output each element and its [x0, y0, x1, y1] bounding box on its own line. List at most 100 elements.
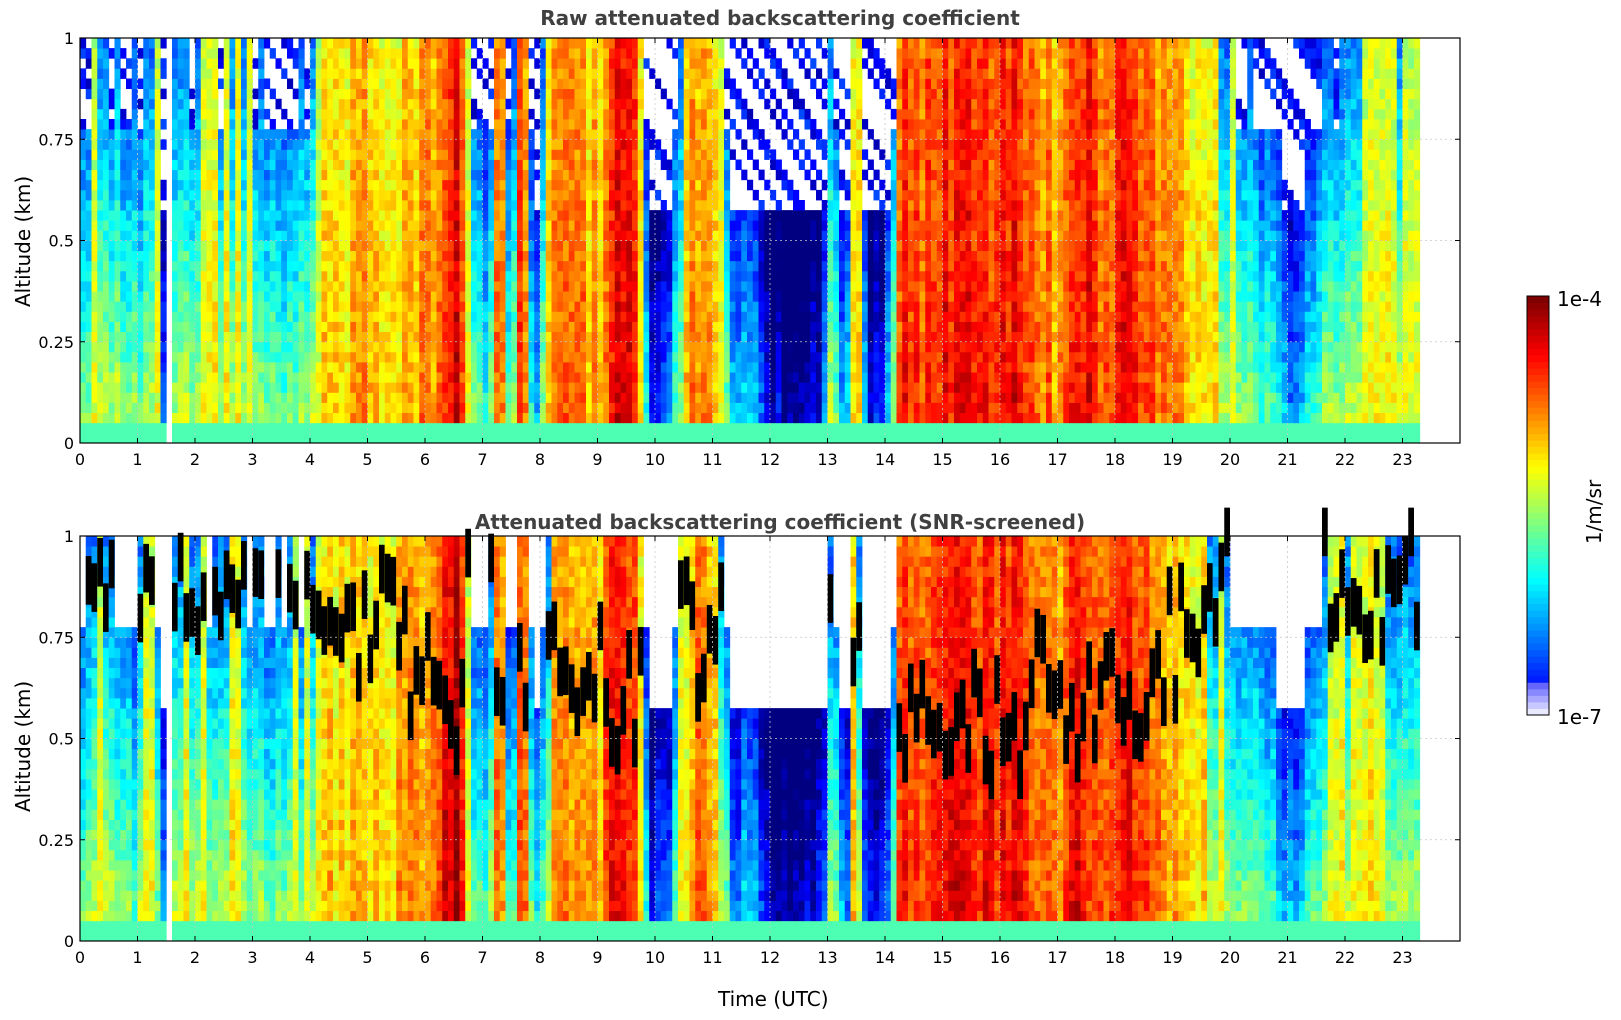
heatmap-cell	[591, 78, 598, 90]
heatmap-cell	[384, 402, 391, 414]
heatmap-cell	[494, 412, 501, 424]
heatmap-cell	[511, 68, 518, 79]
heatmap-cell	[338, 78, 345, 90]
heatmap-cell	[137, 159, 144, 171]
heatmap-cell	[206, 321, 213, 333]
heatmap-cell	[620, 119, 627, 130]
heatmap-cell	[603, 38, 610, 49]
heatmap-cell	[821, 351, 828, 363]
heatmap-cell	[298, 382, 305, 393]
heatmap-cell	[689, 220, 696, 231]
heatmap-cell	[384, 220, 391, 231]
heatmap-cell	[453, 200, 460, 211]
heatmap-cell	[563, 432, 570, 444]
heatmap-cell	[241, 281, 248, 292]
heatmap-cell	[706, 149, 713, 160]
heatmap-cell	[798, 98, 805, 110]
heatmap-cell	[712, 38, 719, 49]
heatmap-cell	[407, 210, 414, 221]
heatmap-cell	[419, 200, 426, 211]
heatmap-cell	[143, 372, 150, 383]
heatmap-cell	[678, 48, 685, 59]
heatmap-cell	[223, 78, 230, 90]
heatmap-cell	[534, 432, 541, 444]
heatmap-cell	[212, 58, 219, 69]
heatmap-cell	[522, 230, 529, 241]
heatmap-cell	[200, 402, 207, 414]
heatmap-cell	[563, 301, 570, 312]
heatmap-cell	[149, 58, 156, 69]
heatmap-cell	[448, 281, 455, 292]
heatmap-cell	[97, 412, 104, 424]
heatmap-cell	[108, 382, 115, 393]
heatmap-cell	[258, 169, 265, 181]
heatmap-cell	[522, 38, 529, 49]
heatmap-cell	[304, 331, 311, 343]
heatmap-cell	[856, 119, 863, 130]
heatmap-cell	[534, 230, 541, 241]
heatmap-cell	[315, 331, 322, 343]
heatmap-cell	[678, 250, 685, 262]
heatmap-cell	[396, 129, 403, 140]
heatmap-cell	[528, 169, 535, 181]
heatmap-cell	[407, 412, 414, 424]
heatmap-cell	[706, 372, 713, 383]
heatmap-cell	[701, 48, 708, 59]
heatmap-cell	[321, 78, 328, 90]
heatmap-cell	[172, 341, 179, 353]
heatmap-cell	[206, 422, 213, 434]
heatmap-cell	[177, 422, 184, 434]
heatmap-cell	[154, 311, 161, 322]
heatmap-cell	[264, 159, 271, 171]
heatmap-cell	[620, 78, 627, 90]
heatmap-cell	[419, 331, 426, 343]
heatmap-cell	[269, 402, 276, 414]
heatmap-cell	[534, 291, 541, 302]
heatmap-cell	[603, 149, 610, 160]
heatmap-cell	[114, 281, 121, 292]
heatmap-cell	[626, 392, 633, 403]
heatmap-cell	[752, 351, 759, 363]
heatmap-cell	[833, 220, 840, 231]
heatmap-cell	[465, 260, 472, 272]
heatmap-cell	[505, 189, 512, 201]
heatmap-cell	[597, 351, 604, 363]
heatmap-cell	[752, 392, 759, 403]
heatmap-cell	[471, 331, 478, 343]
heatmap-cell	[816, 382, 823, 393]
heatmap-cell	[402, 372, 409, 383]
heatmap-cell	[476, 331, 483, 343]
heatmap-cell	[367, 362, 374, 373]
heatmap-cell	[172, 108, 179, 120]
heatmap-cell	[258, 129, 265, 140]
heatmap-cell	[413, 422, 420, 434]
heatmap-cell	[258, 159, 265, 171]
heatmap-cell	[269, 372, 276, 383]
heatmap-cell	[304, 281, 311, 292]
heatmap-cell	[407, 48, 414, 59]
heatmap-cell	[563, 98, 570, 110]
heatmap-cell	[344, 200, 351, 211]
heatmap-cell	[683, 200, 690, 211]
heatmap-cell	[126, 331, 133, 343]
heatmap-cell	[327, 88, 334, 100]
heatmap-cell	[241, 88, 248, 100]
heatmap-cell	[741, 38, 748, 49]
heatmap-cell	[568, 432, 575, 444]
heatmap-cell	[476, 412, 483, 424]
heatmap-cell	[839, 402, 846, 414]
heatmap-cell	[568, 281, 575, 292]
heatmap-cell	[522, 98, 529, 110]
heatmap-cell	[545, 200, 552, 211]
heatmap-cell	[310, 321, 317, 333]
heatmap-cell	[798, 382, 805, 393]
heatmap-cell	[344, 240, 351, 252]
heatmap-cell	[591, 372, 598, 383]
heatmap-cell	[229, 260, 236, 272]
heatmap-cell	[591, 412, 598, 424]
heatmap-cell	[597, 422, 604, 434]
heatmap-cell	[787, 179, 794, 191]
heatmap-cell	[551, 351, 558, 363]
heatmap-cell	[310, 311, 317, 322]
